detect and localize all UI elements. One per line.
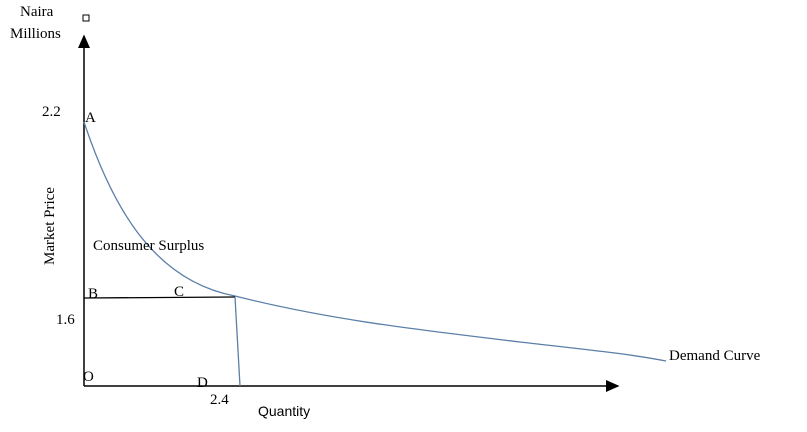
point-label: A — [85, 110, 96, 126]
y-axis-title: Naira — [20, 4, 54, 20]
x-value: 2.4 — [210, 392, 229, 408]
x-axis-label: Quantity — [258, 403, 310, 419]
demand-curve — [83, 121, 667, 362]
curve-label: Demand Curve — [669, 348, 761, 364]
quantity-line — [234, 296, 241, 387]
y-axis-label: Market Price — [42, 187, 58, 265]
price-line — [83, 296, 236, 299]
y-axis-title: Millions — [10, 26, 61, 42]
region-label: Consumer Surplus — [93, 238, 204, 254]
point-label: C — [174, 284, 184, 300]
point-label: B — [88, 286, 98, 302]
point-label: D — [197, 375, 208, 391]
y-value: 2.2 — [42, 104, 61, 120]
y-value: 1.6 — [56, 312, 75, 328]
marker-square — [82, 14, 90, 22]
point-label: O — [83, 369, 94, 385]
